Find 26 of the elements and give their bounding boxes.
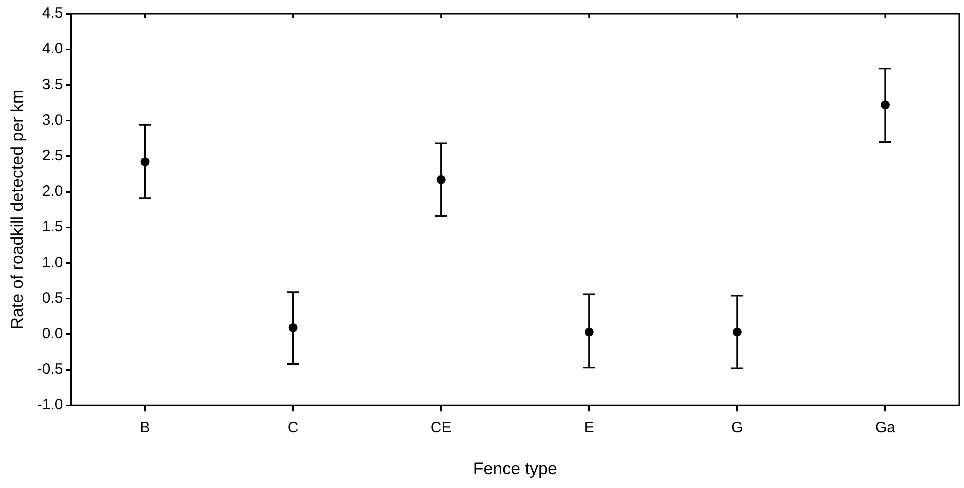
x-tick-label: E (584, 420, 594, 437)
x-tick-label: CE (430, 420, 452, 437)
y-tick-label: -1.0 (37, 396, 64, 414)
point (436, 175, 446, 184)
point (584, 328, 594, 337)
y-tick-label: 4.5 (42, 5, 64, 22)
y-tick-label: 1.5 (42, 218, 64, 236)
x-tick-label: Ga (875, 420, 896, 437)
y-tick-label: 3.0 (42, 112, 64, 129)
y-tick-label: 2.0 (42, 183, 64, 200)
x-axis-title: Fence type (473, 459, 558, 478)
point (288, 323, 298, 332)
y-tick-label: 1.0 (42, 254, 64, 272)
point (880, 100, 890, 110)
y-tick-label: 0.5 (42, 290, 64, 307)
point (732, 328, 742, 337)
y-tick-label: 2.5 (42, 148, 64, 165)
y-tick-label: 3.5 (42, 76, 64, 94)
y-axis-title: Rate of roadkill detected per km (8, 90, 27, 330)
x-tick-label: G (732, 420, 744, 437)
x-tick-label: C (288, 420, 299, 437)
point (140, 158, 150, 167)
y-tick-label: -0.5 (37, 361, 64, 378)
y-tick-label: 4.0 (42, 40, 64, 58)
x-tick-label: B (140, 420, 150, 437)
y-tick-label: 0.0 (42, 326, 64, 343)
